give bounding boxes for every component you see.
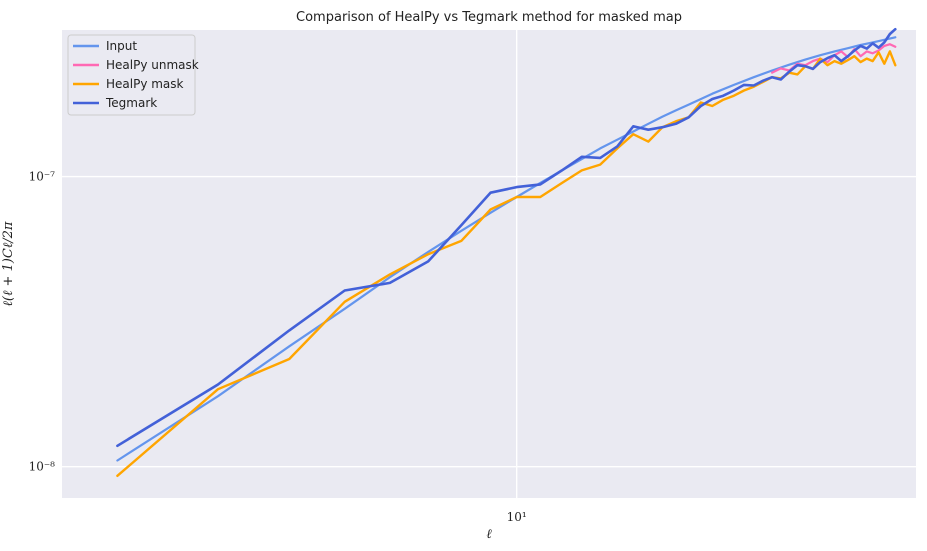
x-axis-label: ℓ — [486, 527, 492, 542]
series-layer — [116, 27, 897, 477]
series-line-tegmark — [116, 27, 897, 448]
legend-label-healpy-mask: HealPy mask — [106, 77, 184, 91]
y-tick-label-0: 10⁻⁸ — [29, 460, 56, 474]
y-tick-label-1: 10⁻⁷ — [29, 170, 56, 184]
x-tick-label-0: 10¹ — [507, 510, 527, 524]
series-line-healpy-mask — [116, 50, 897, 477]
legend-label-input: Input — [106, 39, 137, 53]
legend-label-healpy-unmask: HealPy unmask — [106, 58, 199, 72]
plot-area — [62, 30, 916, 498]
legend-box — [67, 34, 196, 116]
y-axis-label: ℓ(ℓ + 1)Cℓ/2π — [1, 221, 16, 306]
chart-title: Comparison of HealPy vs Tegmark method f… — [296, 10, 682, 25]
legend-entries: Input HealPy unmask HealPy mask Tegmark — [73, 39, 199, 110]
legend: Input HealPy unmask HealPy mask Tegmark — [67, 34, 199, 116]
series-line-healpy-unmask — [770, 43, 897, 74]
tick-layer: 10¹ 10⁻⁸ 10⁻⁷ — [29, 170, 527, 524]
series-line-input — [116, 36, 897, 462]
grid-layer — [62, 30, 916, 498]
legend-label-tegmark: Tegmark — [105, 96, 157, 110]
